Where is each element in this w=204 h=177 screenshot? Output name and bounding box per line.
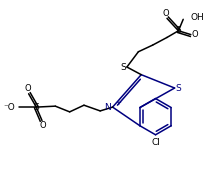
- Text: O: O: [162, 9, 169, 18]
- Text: O: O: [39, 121, 46, 130]
- Text: Cl: Cl: [150, 138, 159, 147]
- Text: +: +: [115, 100, 121, 106]
- Text: O: O: [190, 30, 197, 39]
- Text: O: O: [24, 84, 31, 93]
- Text: S: S: [120, 62, 125, 72]
- Text: S: S: [33, 103, 39, 112]
- Text: OH: OH: [190, 13, 204, 22]
- Text: S: S: [175, 84, 180, 93]
- Text: N: N: [103, 103, 110, 112]
- Text: S: S: [175, 26, 180, 35]
- Text: ⁻O: ⁻O: [3, 103, 15, 112]
